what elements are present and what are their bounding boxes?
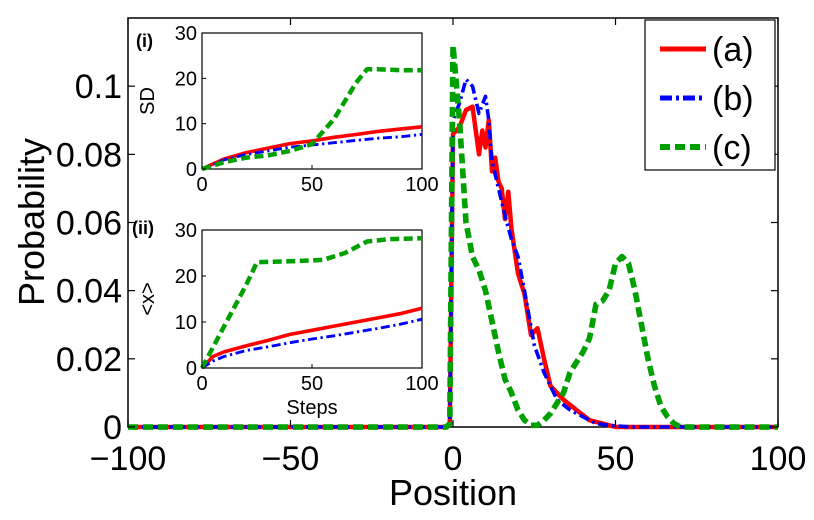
inset-2-series-line-b	[201, 317, 423, 370]
y-tick-label: 0.1	[75, 68, 122, 106]
inset-x-tick-label: 0	[196, 373, 207, 395]
x-tick-label: 100	[750, 440, 807, 478]
y-tick-label: 0.02	[56, 341, 122, 379]
y-tick-label: 0.08	[56, 136, 122, 174]
main-series-group	[128, 42, 778, 430]
inset-y-tick-label: 0	[186, 358, 197, 380]
inset-sd-y-label: SD	[137, 87, 159, 115]
inset-y-tick-label: 10	[175, 114, 197, 136]
inset-y-tick-label: 30	[175, 23, 197, 45]
inset-sd-ticks: 0 50 100 0 10 20 30	[175, 23, 439, 196]
main-x-ticks: −100 −50 0 50 100	[90, 18, 807, 478]
legend-label-c: (c)	[712, 129, 752, 167]
x-axis-label: Position	[389, 472, 517, 513]
inset-mean-tag: (ii)	[132, 218, 154, 238]
inset-x-tick-label: 100	[405, 373, 438, 395]
y-axis-label: Probability	[11, 138, 52, 306]
series-line-c	[128, 42, 778, 430]
y-tick-label: 0	[103, 409, 122, 447]
inset-2-series-line-c	[200, 236, 423, 370]
x-tick-label: −100	[90, 440, 167, 478]
inset-sd-tag: (i)	[136, 31, 153, 51]
inset-sd-series-group	[201, 67, 423, 172]
x-tick-label: −50	[262, 440, 320, 478]
inset-y-tick-label: 0	[186, 159, 197, 181]
inset-x-tick-label: 0	[196, 174, 207, 196]
inset-x-tick-label: 50	[301, 373, 323, 395]
inset-x-tick-label: 100	[405, 174, 438, 196]
inset-mean-position: 0 50 100 0 10 20 30 (ii) <x> Steps	[132, 218, 439, 419]
x-tick-label: 50	[597, 440, 635, 478]
y-tick-label: 0.04	[56, 273, 122, 311]
inset-sd: 0 50 100 0 10 20 30 (i) SD	[136, 23, 439, 196]
inset-x-tick-label: 50	[301, 174, 323, 196]
legend-label-b: (b)	[712, 80, 754, 118]
y-tick-label: 0.06	[56, 205, 122, 243]
inset-y-tick-label: 20	[175, 68, 197, 90]
inset-mean-frame	[201, 229, 423, 369]
inset-mean-ticks: 0 50 100 0 10 20 30	[175, 220, 439, 395]
legend: (a) (b) (c)	[644, 19, 776, 171]
legend-label-a: (a)	[712, 31, 754, 69]
inset-y-tick-label: 20	[175, 266, 197, 288]
x-tick-label: 0	[444, 440, 463, 478]
inset-mean-x-label: Steps	[286, 397, 337, 419]
inset-sd-frame	[201, 32, 423, 170]
inset-mean-series-group	[200, 236, 423, 370]
inset-2-series-line-a	[200, 306, 423, 370]
inset-y-tick-label: 30	[175, 220, 197, 242]
inset-1-series-line-c	[201, 67, 422, 172]
inset-y-tick-label: 10	[175, 312, 197, 334]
main-y-ticks: 0 0.02 0.04 0.06 0.08 0.1	[56, 68, 778, 447]
inset-mean-y-label: <x>	[137, 282, 159, 315]
